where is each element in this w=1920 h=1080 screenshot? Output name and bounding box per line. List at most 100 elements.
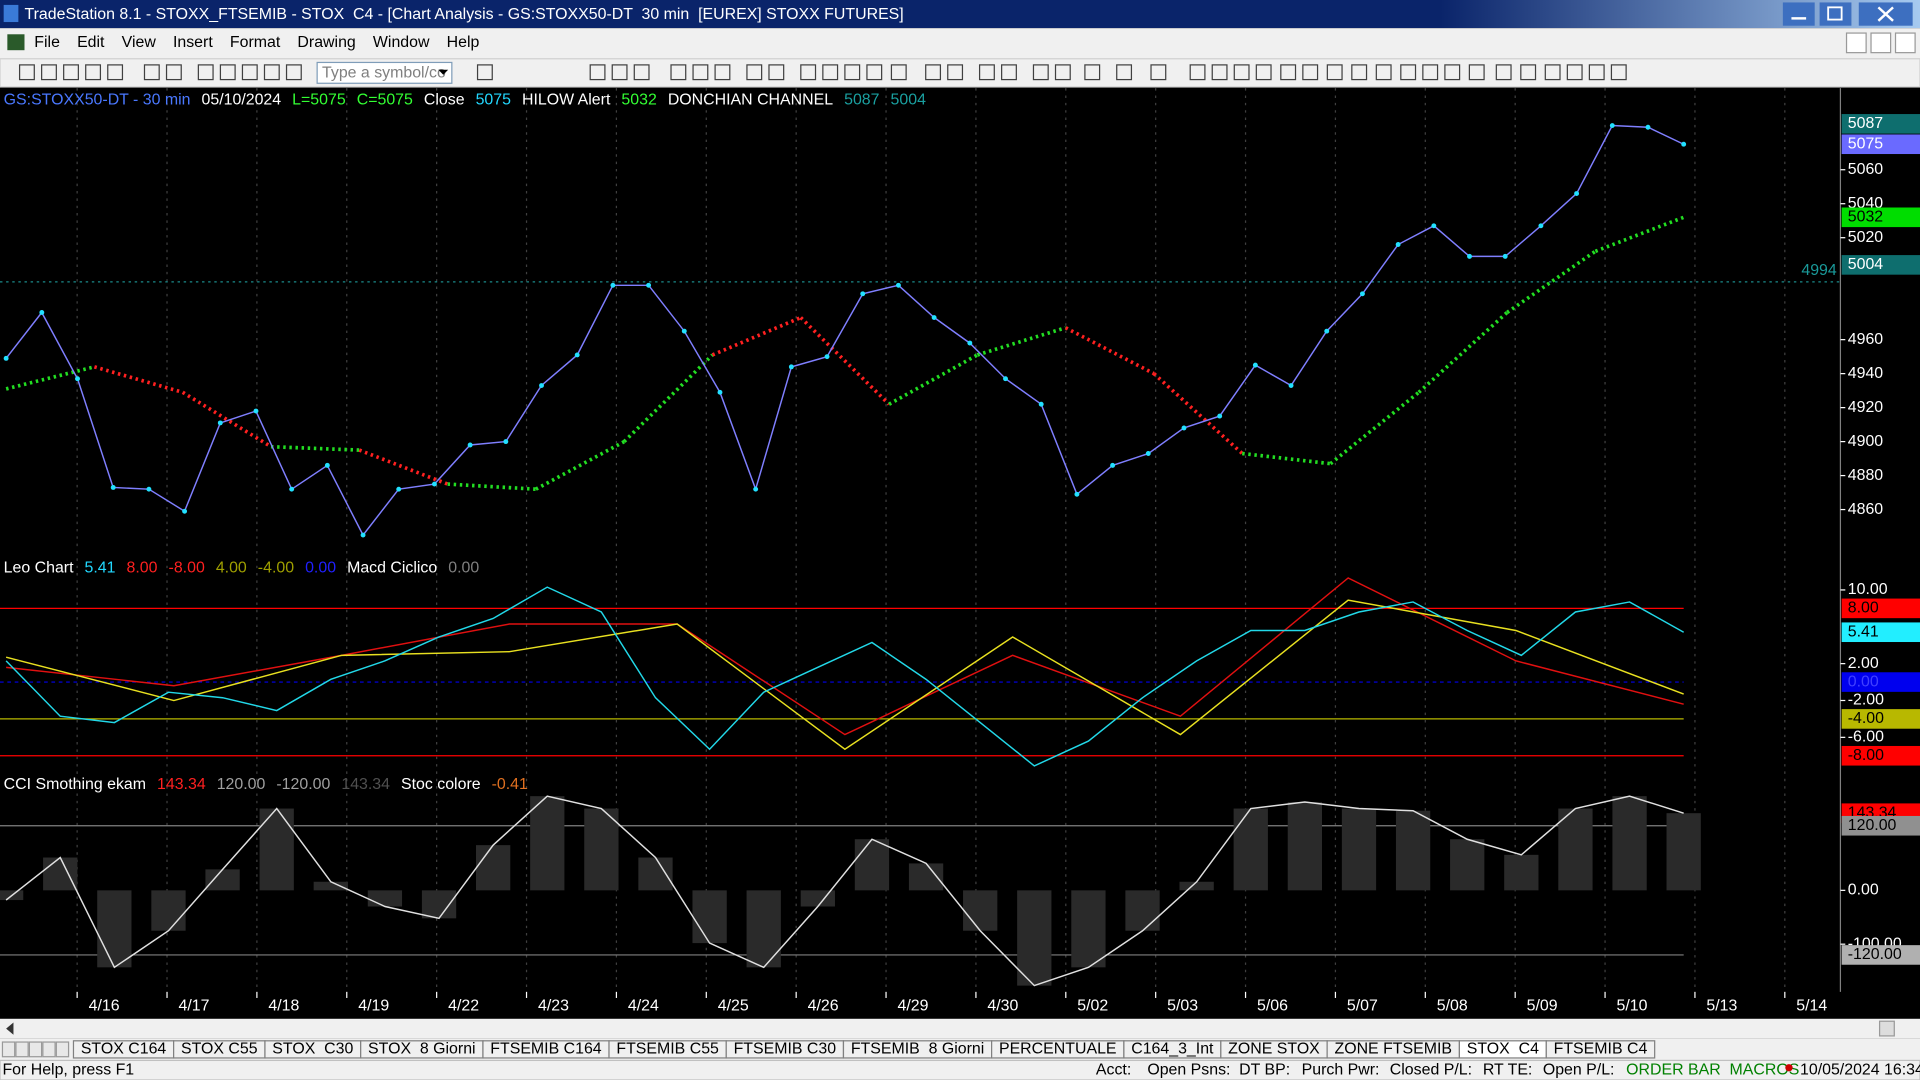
tool-icon[interactable] [1233, 64, 1250, 81]
tab-label[interactable]: ZONE STOX [1228, 1041, 1320, 1058]
mdi-minimize[interactable] [1845, 32, 1867, 54]
tool-icon[interactable] [107, 64, 124, 81]
tab-nav-button[interactable] [1, 1041, 16, 1058]
tool-icon[interactable] [1610, 64, 1627, 81]
tool-icon[interactable] [1001, 64, 1017, 81]
tool-icon[interactable] [1189, 64, 1206, 81]
tool-icon[interactable] [589, 64, 606, 81]
tab-label[interactable]: STOX C30 [272, 1041, 353, 1058]
status-item[interactable]: ORDER BAR MACROS [1626, 1061, 1799, 1078]
tab-label[interactable]: C164_3_Int [1131, 1041, 1214, 1058]
tool-icon[interactable] [746, 64, 763, 81]
tool-icon[interactable] [947, 64, 964, 81]
menu-item[interactable]: Insert [173, 34, 213, 51]
tool-icon[interactable] [822, 64, 839, 81]
tool-icon[interactable] [890, 64, 907, 81]
tool-icon[interactable] [800, 64, 817, 81]
tab-label[interactable]: ZONE FTSEMIB [1334, 1041, 1452, 1058]
tool-icon[interactable] [197, 64, 214, 81]
tool-icon[interactable] [1544, 64, 1561, 81]
tool-icon[interactable] [1032, 64, 1049, 81]
menu-item[interactable]: Format [230, 34, 281, 51]
tab[interactable]: STOX C30 [264, 1040, 362, 1059]
tool-icon[interactable] [219, 64, 236, 81]
mdi-controls[interactable] [1845, 32, 1916, 54]
tool-icon[interactable] [85, 64, 102, 81]
menu-item[interactable]: Help [447, 34, 480, 51]
tab[interactable]: ZONE FTSEMIB [1326, 1040, 1461, 1059]
tool-icon[interactable] [692, 64, 709, 81]
symbol-input[interactable] [316, 61, 453, 84]
tool-icon[interactable] [285, 64, 302, 81]
tool-icon[interactable] [1520, 64, 1537, 81]
tool-icon[interactable] [1326, 64, 1343, 81]
tool-icon[interactable] [1400, 64, 1417, 81]
menu-item[interactable]: Edit [77, 34, 105, 51]
tab[interactable]: FTSEMIB C55 [608, 1040, 727, 1059]
tool-icon[interactable] [1375, 64, 1392, 81]
minimize-button[interactable] [1782, 2, 1815, 26]
tool-icon[interactable] [18, 64, 35, 81]
tool-icon[interactable] [714, 64, 731, 81]
tool-icon[interactable] [1351, 64, 1368, 81]
tab[interactable]: PERCENTUALE [991, 1040, 1125, 1059]
tool-icon[interactable] [476, 64, 493, 81]
tool-icon[interactable] [1302, 64, 1319, 81]
tab-label[interactable]: STOX C55 [181, 1041, 258, 1058]
tab-background[interactable] [1545, 1040, 1656, 1059]
tool-icon[interactable] [241, 64, 258, 81]
tab[interactable]: STOX 8 Giorni [360, 1040, 484, 1059]
tool-icon[interactable] [1084, 64, 1101, 81]
tool-icon[interactable] [1588, 64, 1605, 81]
tab-label[interactable]: FTSEMIB 8 Giorni [851, 1041, 984, 1058]
tool-icon[interactable] [1444, 64, 1461, 81]
tab[interactable]: STOX C164 [72, 1040, 175, 1059]
tool-icon[interactable] [1255, 64, 1272, 81]
tab-label[interactable]: FTSEMIB C4 [1554, 1041, 1648, 1058]
tab[interactable]: FTSEMIB C164 [482, 1040, 610, 1059]
tool-icon[interactable] [925, 64, 942, 81]
tool-icon[interactable] [1054, 64, 1071, 81]
tool-icon[interactable] [1116, 64, 1133, 81]
tool-icon[interactable] [1150, 64, 1167, 81]
tab-label[interactable]: FTSEMIB C30 [734, 1041, 837, 1058]
menu-item[interactable]: View [122, 34, 157, 51]
tab[interactable]: FTSEMIB C4 [1545, 1040, 1656, 1059]
window-controls[interactable] [1782, 2, 1913, 26]
tab[interactable]: ZONE STOX [1220, 1040, 1328, 1059]
dropdown-arrow[interactable] [438, 69, 449, 75]
maximize-button[interactable] [1819, 2, 1852, 26]
mdi-close[interactable] [1894, 32, 1916, 54]
tool-icon[interactable] [63, 64, 79, 81]
tool-icon[interactable] [1422, 64, 1439, 81]
tool-icon[interactable] [978, 64, 995, 81]
tab-label[interactable]: PERCENTUALE [999, 1041, 1117, 1058]
tool-icon[interactable] [1468, 64, 1485, 81]
tool-icon[interactable] [1280, 64, 1297, 81]
tab-label[interactable]: FTSEMIB C55 [616, 1041, 719, 1058]
tool-icon[interactable] [263, 64, 280, 81]
tab[interactable]: STOX C4 [1458, 1040, 1547, 1059]
tab[interactable]: FTSEMIB 8 Giorni [842, 1040, 993, 1059]
tool-icon[interactable] [1211, 64, 1228, 81]
menu-item[interactable]: Drawing [297, 34, 355, 51]
tab[interactable]: FTSEMIB C30 [725, 1040, 845, 1059]
menu-item[interactable]: File [34, 34, 60, 51]
tool-icon[interactable] [1495, 64, 1512, 81]
tool-icon[interactable] [633, 64, 650, 81]
tab[interactable]: C164_3_Int [1123, 1040, 1222, 1059]
tool-icon[interactable] [165, 64, 182, 81]
tool-icon[interactable] [768, 64, 785, 81]
menu-item[interactable]: Window [373, 34, 430, 51]
tool-icon[interactable] [611, 64, 628, 81]
tool-icon[interactable] [41, 64, 57, 81]
tab-nav-button[interactable] [28, 1041, 43, 1058]
tool-icon[interactable] [866, 64, 883, 81]
mdi-restore[interactable] [1870, 32, 1892, 54]
tab-label[interactable]: STOX C164 [81, 1041, 167, 1058]
scroll-thumb[interactable] [1878, 1020, 1895, 1037]
tab-nav-button[interactable] [15, 1041, 29, 1058]
tab-nav-button[interactable] [42, 1041, 56, 1058]
scroll-left[interactable] [6, 1022, 14, 1035]
tab-label[interactable]: STOX 8 Giorni [368, 1041, 476, 1058]
